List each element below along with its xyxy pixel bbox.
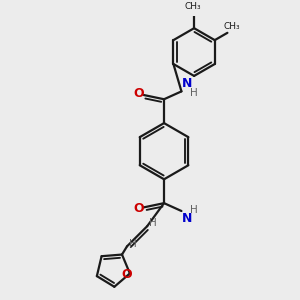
Text: H: H: [149, 218, 157, 228]
Text: N: N: [182, 212, 192, 225]
Text: CH₃: CH₃: [184, 2, 201, 11]
Text: H: H: [129, 238, 137, 249]
Text: CH₃: CH₃: [223, 22, 240, 31]
Text: O: O: [122, 268, 132, 281]
Text: O: O: [134, 87, 144, 100]
Text: H: H: [190, 88, 198, 98]
Text: H: H: [190, 205, 198, 215]
Text: N: N: [182, 77, 192, 90]
Text: O: O: [134, 202, 144, 215]
